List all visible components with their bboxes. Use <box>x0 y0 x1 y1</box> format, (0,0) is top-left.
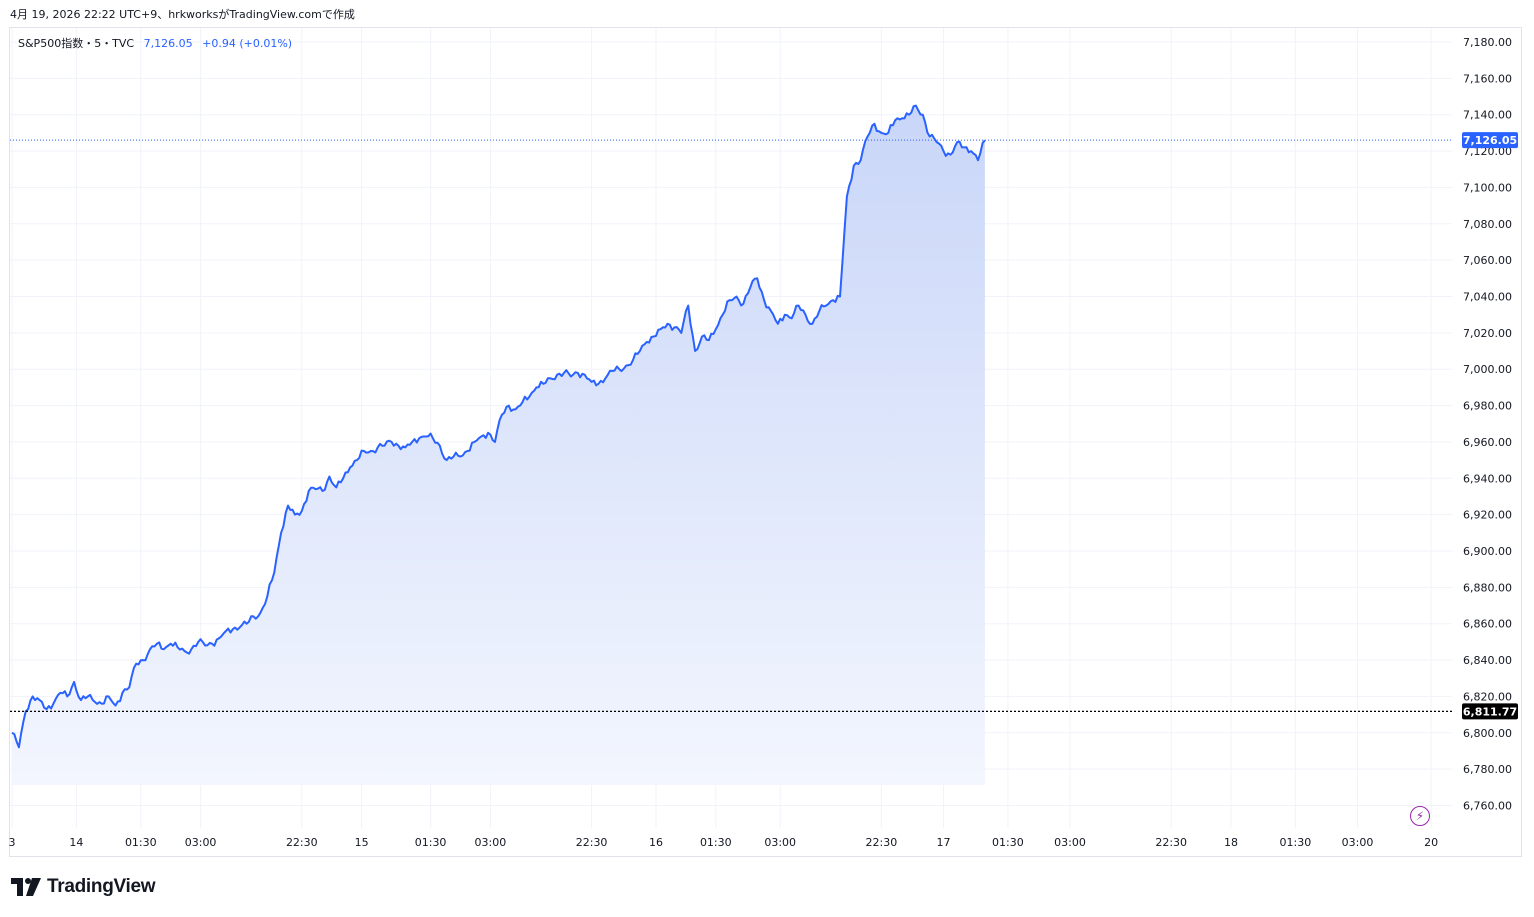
x-tick-label: 01:30 <box>415 836 447 849</box>
brand-name: TradingView <box>47 876 156 897</box>
tradingview-logo-icon <box>11 878 41 896</box>
x-tick-label: 16 <box>649 836 663 849</box>
tradingview-brand[interactable]: TradingView <box>11 876 156 898</box>
x-tick-label: 3 <box>9 836 16 849</box>
price-labels: 7,126.05 6,811.77 <box>1462 132 1518 720</box>
y-tick-label: 6,760.00 <box>1463 800 1512 813</box>
lightning-bolt-icon[interactable]: ⚡ <box>1410 806 1430 826</box>
last-price-tag <box>1462 132 1518 149</box>
x-tick-label: 22:30 <box>1155 836 1187 849</box>
x-tick-label: 01:30 <box>700 836 732 849</box>
y-tick-label: 7,040.00 <box>1463 291 1512 304</box>
x-tick-label: 03:00 <box>1054 836 1086 849</box>
x-tick-label: 01:30 <box>992 836 1024 849</box>
chart-caption: 4月 19, 2026 22:22 UTC+9、hrkworksがTrading… <box>10 8 355 21</box>
y-tick-label: 7,020.00 <box>1463 327 1512 340</box>
legend-change: +0.94 (+0.01%) <box>202 37 293 50</box>
y-tick-label: 7,140.00 <box>1463 109 1512 122</box>
reference-price-label: 6,811.77 <box>1463 705 1517 718</box>
x-tick-label: 03:00 <box>764 836 796 849</box>
x-tick-label: 17 <box>937 836 951 849</box>
x-tick-label: 22:30 <box>286 836 318 849</box>
x-tick-label: 01:30 <box>1280 836 1312 849</box>
y-tick-label: 6,780.00 <box>1463 763 1512 776</box>
last-price-label: 7,126.05 <box>1463 134 1517 147</box>
y-tick-label: 6,920.00 <box>1463 509 1512 522</box>
legend-price: 7,126.05 <box>143 37 193 50</box>
y-axis[interactable]: 7,180.00 7,160.00 7,140.00 7,120.00 7,100.00… <box>1463 36 1512 813</box>
x-tick-label: 22:30 <box>576 836 608 849</box>
x-tick-label: 03:00 <box>475 836 507 849</box>
y-tick-label: 6,800.00 <box>1463 727 1512 740</box>
y-tick-label: 7,060.00 <box>1463 254 1512 267</box>
symbol-legend[interactable]: S&P500指数・5・TVC 7,126.05 +0.94 (+0.01%) <box>18 35 292 51</box>
x-axis[interactable]: 3 14 01:30 03:00 22:30 15 01:30 03:00 22:30 16 01:… <box>9 836 1439 849</box>
chart-frame <box>9 27 1522 857</box>
y-tick-label: 7,080.00 <box>1463 218 1512 231</box>
y-tick-label: 7,160.00 <box>1463 72 1512 85</box>
y-tick-label: 6,940.00 <box>1463 472 1512 485</box>
y-tick-label: 6,960.00 <box>1463 436 1512 449</box>
x-tick-label: 03:00 <box>185 836 217 849</box>
y-tick-label: 7,120.00 <box>1463 145 1512 158</box>
x-tick-label: 20 <box>1424 836 1438 849</box>
x-tick-label: 18 <box>1224 836 1238 849</box>
symbol-name[interactable]: S&P500指数・5・TVC <box>18 37 135 50</box>
y-tick-label: 6,820.00 <box>1463 690 1512 703</box>
y-tick-label: 6,840.00 <box>1463 654 1512 667</box>
price-area-fill <box>12 105 985 786</box>
x-tick-label: 03:00 <box>1342 836 1374 849</box>
x-tick-label: 22:30 <box>866 836 898 849</box>
y-tick-label: 7,000.00 <box>1463 363 1512 376</box>
reference-price-tag <box>1462 703 1518 720</box>
x-tick-label: 15 <box>355 836 369 849</box>
y-tick-label: 7,100.00 <box>1463 181 1512 194</box>
y-tick-label: 6,900.00 <box>1463 545 1512 558</box>
y-tick-label: 6,980.00 <box>1463 400 1512 413</box>
y-tick-label: 6,860.00 <box>1463 618 1512 631</box>
x-tick-label: 01:30 <box>125 836 157 849</box>
price-line <box>11 104 986 749</box>
y-tick-label: 6,880.00 <box>1463 581 1512 594</box>
y-tick-label: 7,180.00 <box>1463 36 1512 49</box>
x-tick-label: 14 <box>69 836 83 849</box>
